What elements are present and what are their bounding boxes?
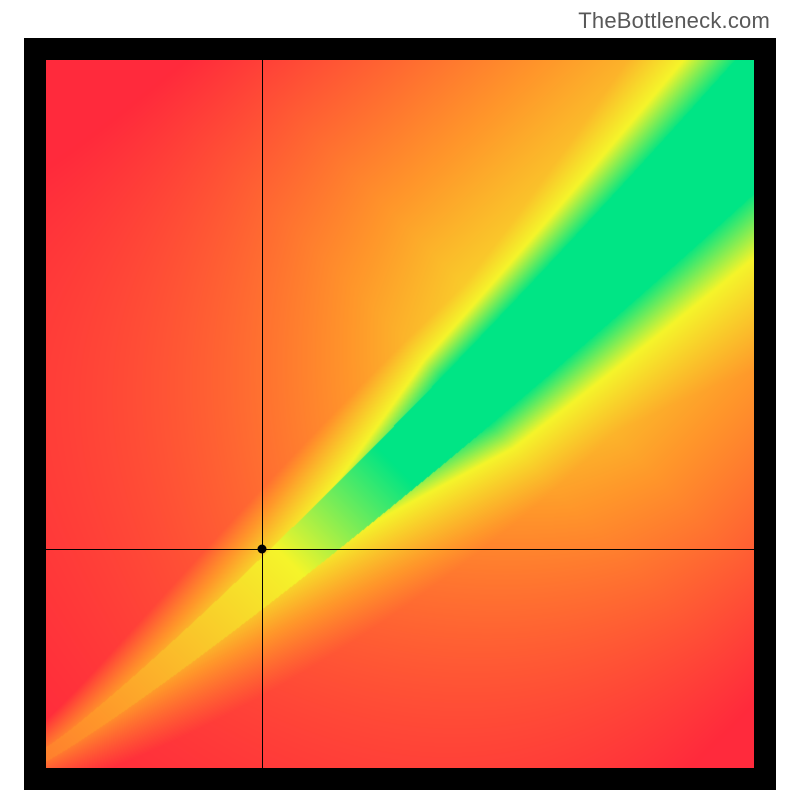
bottleneck-heatmap xyxy=(46,60,754,768)
watermark-text: TheBottleneck.com xyxy=(578,8,770,34)
crosshair-horizontal xyxy=(46,549,754,550)
chart-frame xyxy=(24,38,776,790)
crosshair-point xyxy=(257,544,266,553)
root-container: TheBottleneck.com xyxy=(0,0,800,800)
crosshair-vertical xyxy=(262,60,263,768)
